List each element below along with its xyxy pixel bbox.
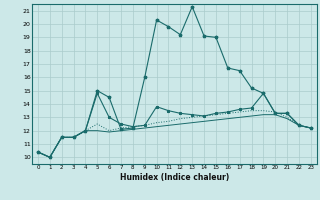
X-axis label: Humidex (Indice chaleur): Humidex (Indice chaleur) xyxy=(120,173,229,182)
